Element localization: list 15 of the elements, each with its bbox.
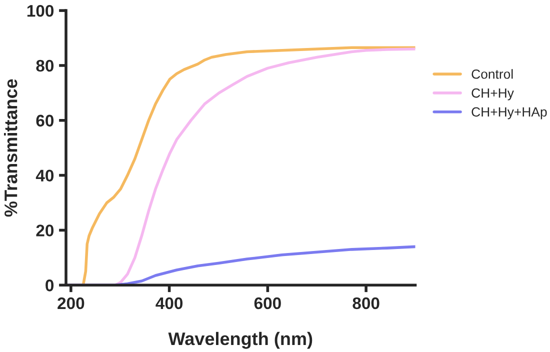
legend-label: CH+Hy+HAp [472,107,547,120]
y-tick-label: 80 [36,60,54,72]
x-axis-title: Wavelength (nm) [168,332,312,349]
y-tick-label: 20 [36,224,54,236]
y-axis-title: %Transmittance [4,79,18,217]
x-tick-label: 800 [352,297,380,310]
y-tick-label: 60 [36,114,54,127]
y-tick-label: 40 [36,170,54,182]
x-tick-label: 200 [58,297,84,310]
legend-label: CH+Hy [472,88,514,100]
y-tick-label: 0 [46,280,54,292]
x-tick-label: 400 [156,297,183,310]
legend-label: Control [472,69,513,79]
y-tick-label: 100 [27,4,54,17]
x-tick-label: 600 [254,297,281,310]
